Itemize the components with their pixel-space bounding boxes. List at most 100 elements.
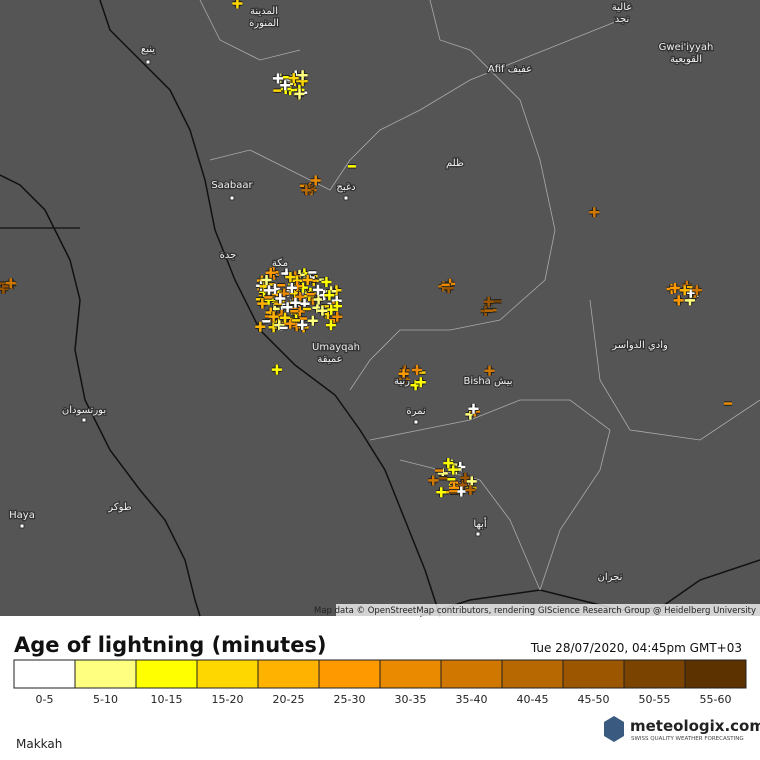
borders <box>0 0 760 617</box>
lightning-mark <box>285 318 296 329</box>
legend-title: Age of lightning (minutes) <box>14 633 327 657</box>
legend-swatch <box>196 659 259 689</box>
legend-swatch <box>135 659 198 689</box>
legend: 0-5 5-10 10-15 15-20 20-25 25-30 30-35 35-40 40-… <box>13 659 747 706</box>
city-dot <box>145 59 151 65</box>
place-label: المدينة <box>250 6 278 17</box>
lightning-mark <box>280 80 291 91</box>
legend-label: 50-55 <box>639 693 671 706</box>
lightning-mark <box>297 70 308 81</box>
legend-label: 35-40 <box>456 693 488 706</box>
legend-swatch <box>623 659 686 689</box>
lightning-mark <box>428 475 439 486</box>
lightning-layer <box>0 0 733 498</box>
lightning-mark <box>297 319 308 330</box>
place-label: ظلم <box>446 158 464 169</box>
city-dot <box>81 417 87 423</box>
place-label: Umayqah <box>312 342 360 353</box>
lightning-mark <box>483 296 494 307</box>
lightning-mark <box>312 284 323 295</box>
legend-swatch <box>74 659 137 689</box>
brand: meteologix.com <box>630 717 760 735</box>
lightning-mark <box>272 73 283 84</box>
place-label: المنورة <box>249 18 279 29</box>
lightning-mark <box>436 487 447 498</box>
lightning-mark <box>257 298 268 309</box>
lightning-mark <box>324 290 335 301</box>
lightning-mark <box>398 368 409 379</box>
tagline: SWISS QUALITY WEATHER FORECASTING <box>631 736 744 742</box>
lightning-mark <box>691 285 702 296</box>
lightning-mark <box>286 282 297 293</box>
place-dots <box>19 59 481 537</box>
place-label: نمرة <box>406 406 425 417</box>
legend-swatch <box>501 659 564 689</box>
lightning-mark <box>264 285 275 296</box>
lightning-mark <box>275 293 286 304</box>
legend-label: 0-5 <box>36 693 54 706</box>
legend-label: 10-15 <box>151 693 183 706</box>
city-dot <box>229 195 235 201</box>
lightning-mark <box>325 320 336 331</box>
legend-swatch <box>379 659 442 689</box>
lightning-mark <box>310 175 321 186</box>
place-label: أبها <box>473 517 486 530</box>
timestamp: Tue 28/07/2020, 04:45pm GMT+03 <box>530 641 742 655</box>
lightning-mark <box>288 73 299 84</box>
lightning-mark <box>589 207 600 218</box>
legend-swatch <box>440 659 503 689</box>
legend-label: 45-50 <box>578 693 610 706</box>
place-label: القويعية <box>670 54 702 65</box>
lightning-mark <box>313 294 324 305</box>
lightning-mark <box>415 377 426 388</box>
place-label: رنية <box>394 376 410 387</box>
legend-swatch <box>562 659 625 689</box>
place-label: نجد <box>615 14 630 25</box>
lightning-mark <box>331 301 342 312</box>
lightning-mark <box>0 283 9 294</box>
city-dot <box>19 523 25 529</box>
place-label: وادي الدواسر <box>611 340 668 351</box>
place-labels: المدينة المنورة ينبع Afif عفيف Gwei'iyya… <box>8 1 715 585</box>
map-background <box>0 0 760 616</box>
lightning-mark <box>468 403 479 414</box>
lightning-mark <box>261 275 272 286</box>
lightning-mark <box>411 365 422 376</box>
lightning-mark <box>282 302 293 313</box>
place-label: Bisha بيش <box>463 376 512 387</box>
legend-label: 20-25 <box>273 693 305 706</box>
lightning-mark <box>279 312 290 323</box>
logo: meteologix.com SWISS QUALITY WEATHER FOR… <box>604 716 760 742</box>
place-label: عميقة <box>317 354 342 365</box>
place-label: Saabaar <box>211 180 253 191</box>
logo-icon <box>604 716 624 742</box>
attribution-bg <box>336 604 760 616</box>
place-label: عالية <box>612 2 632 13</box>
lightning-mark <box>255 321 266 332</box>
legend-label: 40-45 <box>517 693 549 706</box>
lightning-mark <box>294 88 305 99</box>
legend-label: 15-20 <box>212 693 244 706</box>
lightning-mark <box>5 278 16 289</box>
lightning-mark <box>321 276 332 287</box>
legend-label: 30-35 <box>395 693 427 706</box>
lightning-mark <box>285 272 296 283</box>
place-label: مكة <box>272 258 288 269</box>
legend-label: 25-30 <box>334 693 366 706</box>
legend-swatch <box>257 659 320 689</box>
lightning-mark <box>669 283 680 294</box>
place-label: طوكر <box>107 502 131 513</box>
lightning-mark <box>301 185 312 196</box>
place-label: نجران <box>598 572 623 583</box>
legend-swatch <box>318 659 381 689</box>
place-label: Haya <box>9 510 35 521</box>
place-label: بورتسودان <box>62 405 106 416</box>
lightning-mark <box>232 0 243 9</box>
place-label: جدة <box>220 250 237 261</box>
lightning-mark <box>265 267 276 278</box>
lightning-mark <box>460 472 471 483</box>
place-label: ينبع <box>141 44 155 55</box>
lightning-mark <box>268 311 279 322</box>
